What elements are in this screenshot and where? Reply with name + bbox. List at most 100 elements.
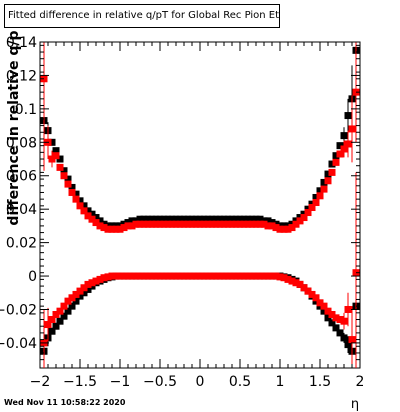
data-point-red xyxy=(108,225,116,233)
data-point-black xyxy=(340,334,348,342)
data-point-red xyxy=(124,272,132,280)
data-point-black xyxy=(48,327,56,335)
data-point-black xyxy=(328,319,336,327)
data-point-red xyxy=(264,222,272,230)
data-point-red xyxy=(272,224,280,232)
y-tick-label: −0.04 xyxy=(0,336,37,352)
data-point-red xyxy=(112,272,120,280)
data-point-red xyxy=(116,272,124,280)
data-point-black xyxy=(160,215,168,223)
x-tick-label: 2 xyxy=(356,374,365,390)
data-point-red xyxy=(268,272,276,280)
data-point-black xyxy=(92,214,100,222)
data-point-red xyxy=(84,280,92,288)
data-point-red xyxy=(312,294,320,302)
data-point-red xyxy=(172,220,180,228)
x-tick-label: −0.5 xyxy=(143,374,177,390)
data-point-red xyxy=(80,207,88,215)
data-point-red xyxy=(132,272,140,280)
data-point-red xyxy=(336,316,344,324)
data-point-black xyxy=(232,215,240,223)
x-tick-label: 0.5 xyxy=(229,374,251,390)
data-point-red xyxy=(256,272,264,280)
data-point-red xyxy=(140,272,148,280)
data-point-black xyxy=(80,289,88,297)
data-point-black xyxy=(344,341,352,349)
data-point-red xyxy=(88,215,96,223)
data-point-red xyxy=(128,222,136,230)
y-tick-label: 0.1 xyxy=(15,102,37,118)
data-point-red xyxy=(76,202,84,210)
data-point-red xyxy=(140,220,148,228)
x-tick-label: 1 xyxy=(276,374,285,390)
data-point-black xyxy=(52,322,60,330)
x-tick-label: −2 xyxy=(30,374,51,390)
data-point-black xyxy=(324,170,332,178)
data-point-red xyxy=(72,290,80,298)
data-point-red xyxy=(308,290,316,298)
x-tick-label: −1 xyxy=(110,374,131,390)
data-point-red xyxy=(288,224,296,232)
data-point-red xyxy=(212,220,220,228)
data-point-red xyxy=(120,224,128,232)
data-point-red xyxy=(104,273,112,281)
data-point-red xyxy=(48,316,56,324)
y-tick-label: 0 xyxy=(28,269,37,285)
data-point-red xyxy=(48,155,56,163)
data-point-red xyxy=(244,272,252,280)
data-point-black xyxy=(208,215,216,223)
data-point-red xyxy=(100,224,108,232)
data-point-red xyxy=(332,158,340,166)
data-point-black xyxy=(168,215,176,223)
data-point-red xyxy=(252,272,260,280)
data-point-red xyxy=(236,220,244,228)
data-point-red xyxy=(276,225,284,233)
data-point-red xyxy=(96,222,104,230)
data-point-red xyxy=(96,275,104,283)
data-point-black xyxy=(192,215,200,223)
data-point-red xyxy=(180,220,188,228)
data-point-red xyxy=(340,317,348,325)
y-tick-label: 0.04 xyxy=(6,202,37,218)
data-point-red xyxy=(72,195,80,203)
data-point-black xyxy=(204,215,212,223)
data-point-red xyxy=(220,272,228,280)
data-point-red xyxy=(160,220,168,228)
data-point-black xyxy=(240,215,248,223)
data-point-black xyxy=(172,215,180,223)
data-point-red xyxy=(236,272,244,280)
data-point-red xyxy=(164,272,172,280)
data-point-red xyxy=(112,225,120,233)
data-point-black xyxy=(76,197,84,205)
data-point-black xyxy=(56,155,64,163)
data-point-red xyxy=(180,272,188,280)
data-point-red xyxy=(152,272,160,280)
data-point-red xyxy=(216,272,224,280)
data-point-red xyxy=(224,220,232,228)
data-point-red xyxy=(132,220,140,228)
data-point-black xyxy=(64,175,72,183)
data-point-black xyxy=(156,215,164,223)
data-point-black xyxy=(76,292,84,300)
data-point-red xyxy=(260,272,268,280)
data-point-red xyxy=(348,336,356,344)
data-point-red xyxy=(200,220,208,228)
data-point-red xyxy=(204,272,212,280)
data-point-red xyxy=(92,219,100,227)
data-point-red xyxy=(208,220,216,228)
data-point-red xyxy=(92,277,100,285)
y-tick-label: 0.08 xyxy=(6,135,37,151)
data-point-black xyxy=(328,160,336,168)
data-point-red xyxy=(44,321,52,329)
data-point-red xyxy=(276,273,284,281)
data-point-red xyxy=(116,225,124,233)
data-point-red xyxy=(156,272,164,280)
data-point-red xyxy=(240,272,248,280)
data-point-red xyxy=(228,272,236,280)
data-point-black xyxy=(220,215,228,223)
data-point-red xyxy=(324,307,332,315)
data-point-red xyxy=(280,274,288,282)
data-point-black xyxy=(144,215,152,223)
data-point-red xyxy=(272,272,280,280)
